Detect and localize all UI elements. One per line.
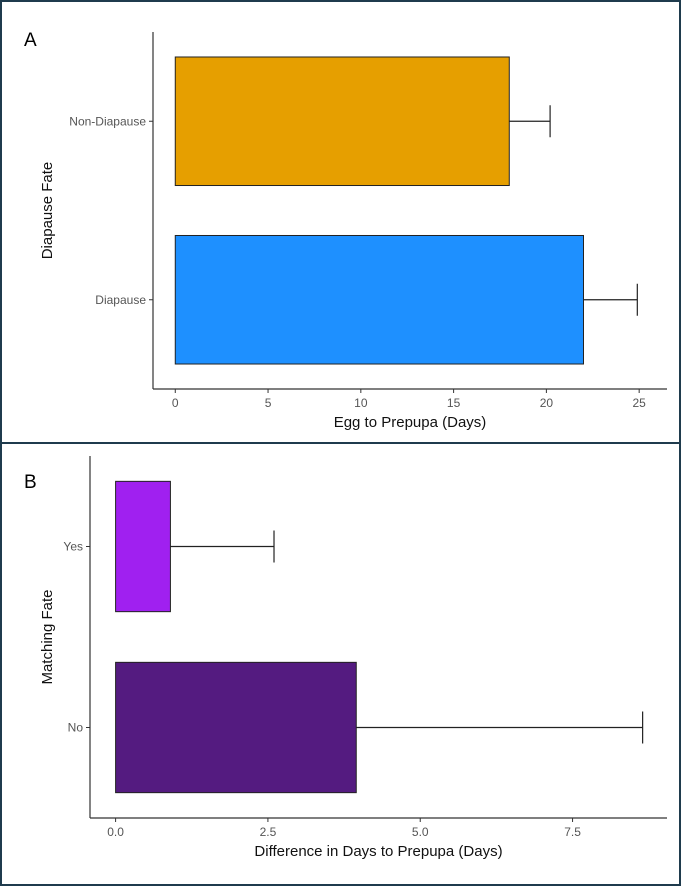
chart-a-ytick-label-diapause: Diapause <box>95 293 146 307</box>
chart-a-x-axis-title: Egg to Prepupa (Days) <box>334 414 487 431</box>
panel-b: B No Yes 0.0 2.5 5.0 7.5 Difference in Days to… <box>0 442 681 886</box>
chart-b-xtick-label-0: 0.0 <box>107 825 124 839</box>
chart-a-y-axis-title: Diapause Fate <box>39 162 56 260</box>
chart-b-ytick-label-no: No <box>68 721 84 735</box>
chart-a-xtick-label-2: 10 <box>354 396 368 410</box>
chart-a-bar-diapause <box>174 234 584 365</box>
chart-b-xtick-label-1: 2.5 <box>260 825 277 839</box>
chart-a-ytick-label-non-diapause: Non-Diapause <box>69 114 146 128</box>
chart-b-xtick-label-2: 5.0 <box>412 825 429 839</box>
chart-a-xtick-label-5: 25 <box>632 396 646 410</box>
chart-b: No Yes 0.0 2.5 5.0 7.5 Difference in Days to P… <box>39 456 667 860</box>
chart-a: Diapause Non-Diapause 0 5 10 15 20 25 Egg to Pre… <box>39 32 667 431</box>
chart-b-ytick-label-yes: Yes <box>63 540 83 554</box>
chart-b-y-axis-title: Matching Fate <box>39 589 56 684</box>
chart-b-bar-no <box>115 661 357 794</box>
chart-a-xtick-label-3: 15 <box>447 396 461 410</box>
panel-a-label: A <box>24 30 37 51</box>
chart-b-xtick-label-3: 7.5 <box>564 825 581 839</box>
chart-b-x-axis-title: Difference in Days to Prepupa (Days) <box>254 843 502 860</box>
panel-a: A Diapause Non-Diapause 0 5 10 15 20 25 Egg to P… <box>0 0 681 444</box>
chart-a-xtick-label-4: 20 <box>540 396 554 410</box>
panel-b-label: B <box>24 472 37 493</box>
chart-a-xtick-label-1: 5 <box>265 396 272 410</box>
chart-a-xtick-label-0: 0 <box>172 396 179 410</box>
chart-b-bar-yes <box>115 480 171 613</box>
chart-a-bar-non-diapause <box>174 56 510 187</box>
